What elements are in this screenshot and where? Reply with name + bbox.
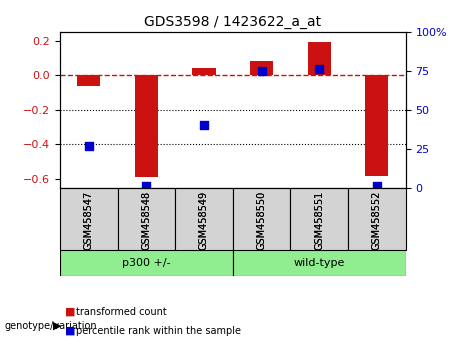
Text: GSM458552: GSM458552 <box>372 191 382 250</box>
FancyBboxPatch shape <box>233 188 290 250</box>
Point <box>85 143 92 149</box>
Text: GSM458550: GSM458550 <box>257 191 266 250</box>
Text: GSM458549: GSM458549 <box>199 191 209 250</box>
FancyBboxPatch shape <box>118 188 175 250</box>
Text: GSM458547: GSM458547 <box>84 191 94 250</box>
Bar <box>308 42 331 75</box>
FancyBboxPatch shape <box>233 250 406 276</box>
Bar <box>135 75 158 177</box>
Text: p300 +/-: p300 +/- <box>122 258 171 268</box>
Point <box>142 183 150 189</box>
Text: GSM458548: GSM458548 <box>142 191 151 250</box>
Text: GSM458550: GSM458550 <box>257 191 266 250</box>
Point <box>373 183 381 189</box>
Text: GSM458549: GSM458549 <box>199 191 209 250</box>
Point <box>258 68 266 74</box>
Text: GSM458551: GSM458551 <box>314 191 324 250</box>
Text: GSM458552: GSM458552 <box>372 191 382 250</box>
Bar <box>365 75 388 176</box>
Point <box>315 67 323 72</box>
Bar <box>77 75 100 86</box>
Text: ■: ■ <box>65 326 75 336</box>
FancyBboxPatch shape <box>175 188 233 250</box>
Text: wild-type: wild-type <box>294 258 345 268</box>
FancyBboxPatch shape <box>60 188 118 250</box>
FancyBboxPatch shape <box>60 250 233 276</box>
FancyBboxPatch shape <box>290 188 348 250</box>
Point <box>200 122 207 128</box>
FancyBboxPatch shape <box>348 188 406 250</box>
Text: transformed count: transformed count <box>76 307 167 316</box>
Text: genotype/variation: genotype/variation <box>5 321 97 331</box>
Text: GSM458551: GSM458551 <box>314 191 324 250</box>
Text: ■: ■ <box>65 307 75 316</box>
Text: GSM458547: GSM458547 <box>84 191 94 250</box>
Title: GDS3598 / 1423622_a_at: GDS3598 / 1423622_a_at <box>144 16 321 29</box>
Text: GSM458548: GSM458548 <box>142 191 151 250</box>
Text: percentile rank within the sample: percentile rank within the sample <box>76 326 241 336</box>
Bar <box>193 68 216 75</box>
Bar <box>250 61 273 75</box>
Text: ▶: ▶ <box>53 321 61 331</box>
